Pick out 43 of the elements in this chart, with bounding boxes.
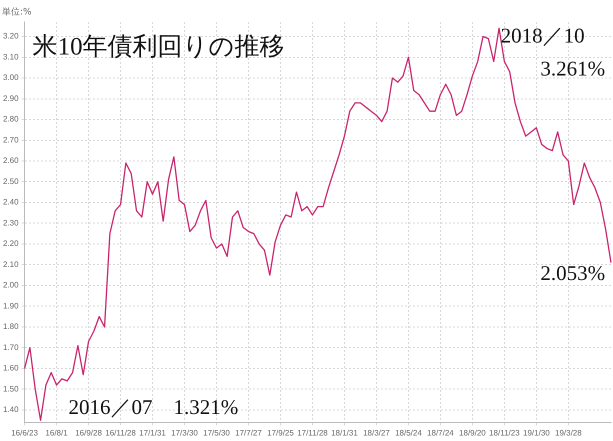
y-tick-label: 2.20 <box>2 239 20 248</box>
x-tick-label: 18/1/31 <box>331 428 358 438</box>
y-tick-label: 2.40 <box>2 198 20 207</box>
x-tick-label: 19/1/30 <box>523 428 550 438</box>
x-tick-label: 18/3/27 <box>363 428 390 438</box>
chart-title: 米10年債利回りの推移 <box>32 34 285 61</box>
annotation: 3.261% <box>540 56 606 81</box>
y-tick-label: 2.90 <box>2 94 20 103</box>
y-tick-label: 2.70 <box>2 135 20 144</box>
y-tick-label: 2.30 <box>2 218 20 228</box>
y-tick-label: 1.70 <box>2 342 20 352</box>
x-tick-label: 18/11/23 <box>489 428 520 438</box>
x-tick-label: 19/3/28 <box>555 428 582 438</box>
y-tick-label: 2.80 <box>2 114 20 124</box>
y-tick-label: 1.40 <box>2 405 20 414</box>
y-tick-label: 2.00 <box>2 280 20 290</box>
y-tick-label: 1.80 <box>2 322 20 332</box>
y-tick-label: 2.60 <box>2 156 20 166</box>
y-axis-title: 単位:% <box>2 6 32 18</box>
x-tick-label: 17/1/31 <box>139 428 166 438</box>
y-tick-label: 2.50 <box>2 176 20 186</box>
x-tick-label: 18/5/24 <box>395 428 422 438</box>
x-tick-label: 16/11/28 <box>105 428 136 438</box>
y-tick-label: 3.00 <box>2 73 20 82</box>
x-tick-label: 17/11/28 <box>297 428 328 438</box>
x-tick-label: 18/9/20 <box>459 428 486 438</box>
x-tick-label: 16/8/1 <box>45 428 68 438</box>
annotation: 2018／10 <box>500 24 585 48</box>
x-tick-label: 16/6/23 <box>11 428 38 438</box>
x-tick-label: 17/3/30 <box>171 428 198 438</box>
y-tick-label: 1.50 <box>2 384 20 394</box>
x-tick-label: 17/9/25 <box>267 428 294 438</box>
x-tick-label: 17/5/30 <box>203 428 230 438</box>
y-tick-label: 1.90 <box>2 301 20 310</box>
y-tick-label: 3.10 <box>2 52 20 62</box>
x-tick-label: 17/7/27 <box>235 428 262 438</box>
annotation: 2.053% <box>540 260 606 285</box>
y-tick-label: 1.60 <box>2 364 20 373</box>
annotation: 2016／07 1.321% <box>68 394 238 419</box>
x-tick-label: 18/7/24 <box>427 428 454 438</box>
x-tick-label: 16/9/28 <box>75 428 102 438</box>
y-tick-label: 2.10 <box>2 260 20 269</box>
y-tick-label: 3.20 <box>2 32 20 41</box>
